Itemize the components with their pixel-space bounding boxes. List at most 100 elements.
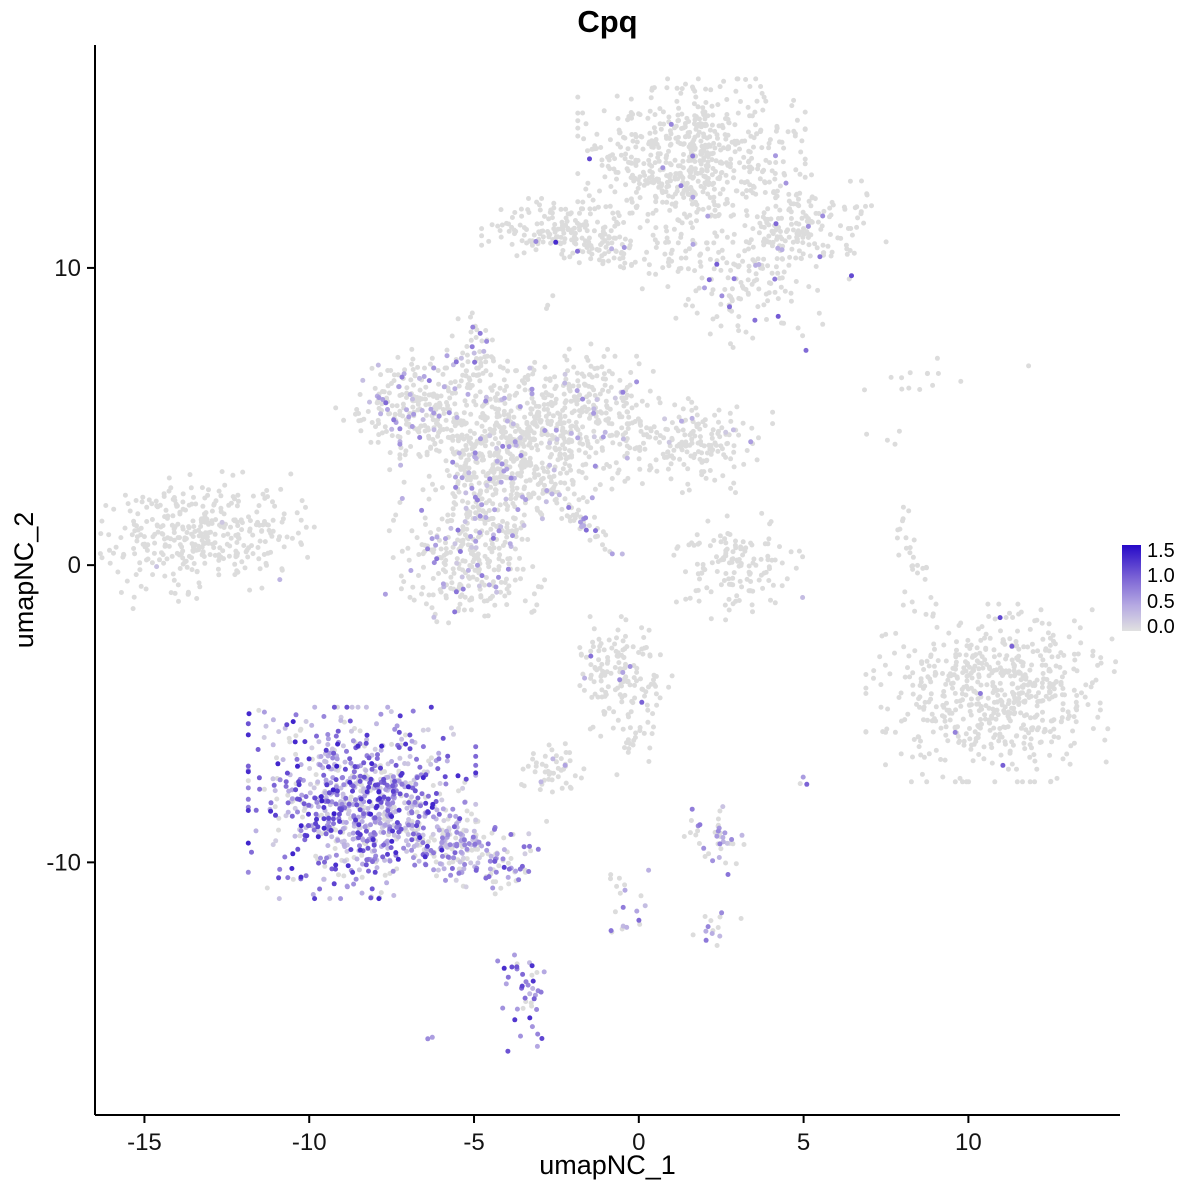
data-point	[471, 350, 477, 356]
data-point	[484, 483, 490, 488]
data-point	[376, 432, 382, 438]
data-point	[744, 188, 750, 194]
data-point	[692, 159, 698, 164]
data-point	[588, 363, 594, 369]
data-point	[562, 741, 568, 747]
data-point	[791, 97, 797, 103]
data-point	[409, 847, 415, 853]
data-point	[462, 842, 468, 848]
data-point	[605, 684, 611, 690]
data-point	[750, 609, 755, 615]
data-point	[625, 146, 631, 152]
data-point	[609, 551, 615, 557]
data-point	[470, 324, 476, 330]
data-point	[608, 228, 614, 234]
data-point	[443, 536, 448, 542]
data-point	[575, 171, 581, 177]
data-point	[740, 539, 746, 545]
data-point	[657, 400, 663, 406]
data-point	[575, 94, 581, 100]
data-point	[747, 164, 753, 170]
data-point	[929, 711, 935, 717]
data-point	[1089, 680, 1095, 686]
data-point	[416, 552, 422, 557]
data-point	[719, 228, 725, 234]
data-point	[907, 674, 913, 680]
data-point	[390, 868, 396, 874]
data-point	[512, 577, 518, 583]
data-point	[1098, 655, 1104, 661]
data-point	[368, 439, 374, 445]
data-point	[978, 637, 984, 643]
data-point	[711, 240, 717, 246]
data-point	[386, 411, 392, 417]
data-point	[314, 799, 320, 805]
data-point	[386, 528, 392, 534]
data-point	[162, 573, 168, 579]
data-point	[509, 471, 515, 477]
data-point	[694, 561, 700, 567]
data-point	[385, 407, 390, 412]
data-point	[529, 386, 535, 392]
data-point	[594, 373, 600, 379]
data-point	[1039, 662, 1045, 668]
data-point	[1088, 684, 1094, 690]
data-point	[696, 285, 702, 291]
data-point	[764, 238, 770, 244]
data-point	[261, 735, 267, 740]
data-point	[553, 759, 559, 765]
data-point	[293, 751, 299, 757]
data-point	[921, 754, 927, 760]
data-point	[726, 581, 732, 587]
data-point	[453, 813, 459, 819]
data-point	[770, 582, 776, 588]
data-point	[144, 547, 150, 553]
data-point	[494, 589, 500, 595]
data-point	[529, 445, 535, 451]
data-point	[716, 176, 722, 182]
data-point	[548, 479, 554, 485]
data-point	[327, 896, 333, 902]
data-point	[665, 284, 671, 290]
data-point	[338, 896, 344, 902]
data-point	[513, 228, 519, 234]
data-point	[632, 695, 638, 701]
data-point	[861, 220, 867, 226]
data-point	[503, 981, 509, 987]
data-point	[816, 310, 822, 316]
data-point	[457, 601, 463, 607]
data-point	[1049, 739, 1055, 745]
data-point	[665, 449, 671, 455]
data-point	[580, 110, 586, 116]
data-point	[1018, 710, 1024, 716]
data-point	[602, 174, 608, 180]
data-point	[1047, 752, 1053, 758]
data-point	[570, 250, 576, 256]
data-point	[653, 435, 659, 441]
data-point	[462, 862, 468, 867]
data-point	[405, 832, 411, 837]
data-point	[542, 364, 548, 370]
data-point	[1021, 722, 1026, 728]
data-point	[397, 455, 403, 461]
data-point	[395, 433, 401, 439]
data-point	[595, 219, 600, 225]
data-point	[750, 190, 756, 196]
data-point	[626, 414, 632, 420]
data-point	[625, 749, 631, 755]
data-point	[549, 215, 555, 221]
data-point	[702, 180, 708, 186]
data-point	[605, 388, 611, 394]
data-point	[795, 325, 801, 331]
data-point	[599, 157, 605, 163]
data-point	[111, 550, 116, 556]
data-point	[790, 239, 796, 245]
data-point	[577, 210, 582, 216]
data-point	[786, 198, 792, 204]
data-point	[453, 835, 459, 841]
data-point	[530, 986, 536, 991]
data-point	[399, 548, 405, 554]
data-point	[199, 519, 204, 525]
data-point	[250, 493, 256, 499]
data-point	[679, 447, 685, 453]
